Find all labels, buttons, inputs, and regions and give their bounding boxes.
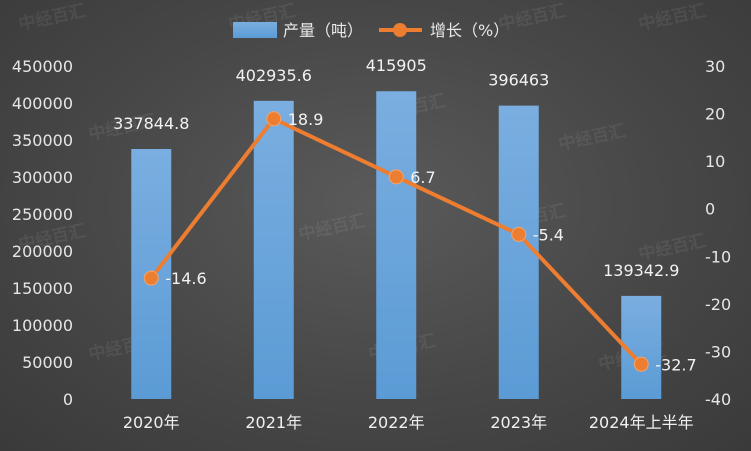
legend-line-label: 增长（%） (430, 21, 509, 40)
left-axis: 0 50000 100000 150000 200000 250000 300000 3500… (12, 57, 73, 409)
left-axis-tick-label: 100000 (12, 316, 73, 335)
right-axis-tick-label: -10 (705, 247, 731, 266)
line-point (266, 111, 282, 127)
right-axis: -40 -30 -20 -10 0 10 20 30 (705, 57, 731, 409)
right-axis-tick-label: 20 (705, 105, 725, 124)
legend-bar-label: 产量（吨） (283, 21, 363, 40)
right-axis-tick-label: -30 (705, 342, 731, 361)
category-label: 2022年 (368, 413, 425, 432)
bar (498, 105, 539, 400)
watermark-text: 中经百汇 (637, 0, 708, 35)
category-axis: 2020年 2021年 2022年 2023年 2024年上半年 (123, 413, 694, 432)
left-axis-tick-label: 150000 (12, 279, 73, 298)
left-axis-tick-label: 350000 (12, 131, 73, 150)
left-axis-tick-label: 0 (63, 390, 73, 409)
line-point (388, 169, 404, 185)
line-series (143, 111, 649, 372)
line-point (633, 356, 649, 372)
right-axis-tick-label: -40 (705, 390, 731, 409)
category-label: 2021年 (245, 413, 302, 432)
bar (376, 91, 417, 400)
left-axis-tick-label: 400000 (12, 94, 73, 113)
left-axis-tick-label: 200000 (12, 242, 73, 261)
line-data-label: -5.4 (533, 225, 564, 244)
bar-data-label: 415905 (366, 56, 427, 75)
right-axis-tick-label: 10 (705, 152, 725, 171)
left-axis-tick-label: 50000 (22, 353, 73, 372)
line-point (143, 270, 159, 286)
watermark-text: 中经百汇 (297, 210, 368, 245)
bar-data-label: 139342.9 (603, 261, 679, 280)
legend: 产量（吨） 增长（%） (233, 21, 509, 40)
watermark-text: 中经百汇 (17, 0, 88, 35)
right-axis-tick-label: -20 (705, 295, 731, 314)
line-data-label: 18.9 (288, 110, 324, 129)
legend-bar-swatch (233, 22, 277, 38)
line-data-label: 6.7 (410, 168, 435, 187)
right-axis-tick-label: 30 (705, 57, 725, 76)
bar-data-label: 396463 (488, 71, 549, 90)
line-data-label: -32.7 (655, 355, 696, 374)
bar-data-label: 402935.6 (236, 66, 312, 85)
line-point (511, 226, 527, 242)
line-labels: -14.6 18.9 6.7 -5.4 -32.7 (165, 110, 696, 374)
bar (253, 100, 294, 399)
bar-labels: 337844.8 402935.6 415905 396463 139342.9 (113, 56, 679, 280)
legend-line-marker (393, 23, 407, 37)
left-axis-tick-label: 300000 (12, 168, 73, 187)
watermark-text: 中经百汇 (557, 120, 628, 155)
bar-series (131, 91, 662, 400)
bar-data-label: 337844.8 (113, 114, 189, 133)
watermark-text: 中经百汇 (637, 230, 708, 265)
right-axis-tick-label: 0 (705, 200, 715, 219)
category-label: 2020年 (123, 413, 180, 432)
line-data-label: -14.6 (165, 269, 206, 288)
left-axis-tick-label: 250000 (12, 205, 73, 224)
category-label: 2023年 (490, 413, 547, 432)
category-label: 2024年上半年 (589, 413, 694, 432)
left-axis-tick-label: 450000 (12, 57, 73, 76)
